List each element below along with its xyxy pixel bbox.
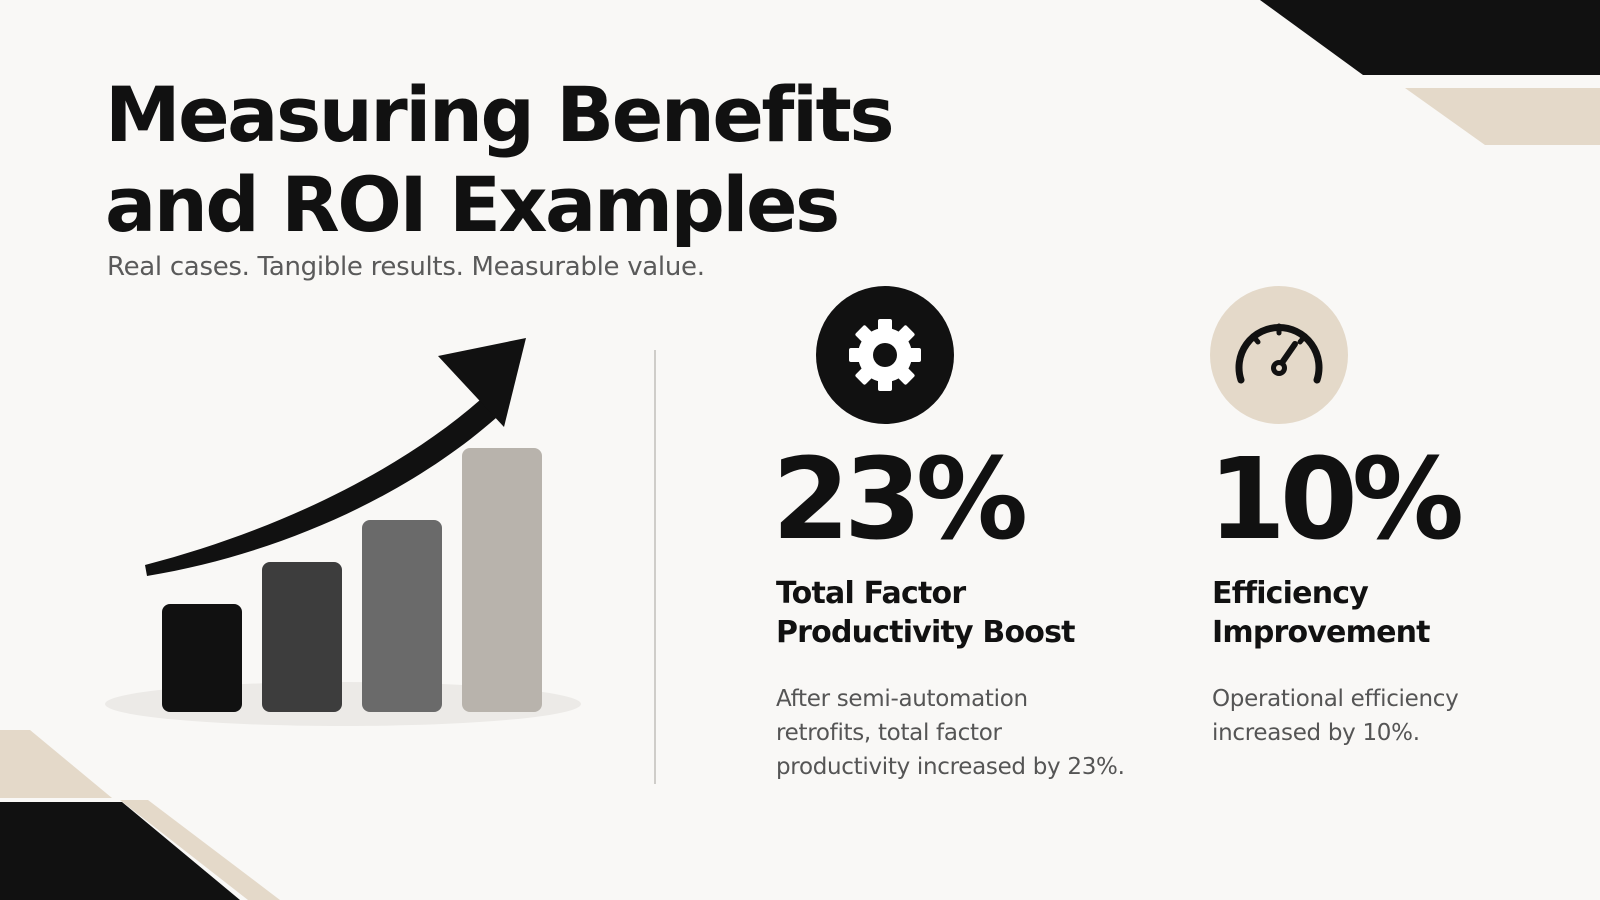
stat-label-efficiency: Efficiency Improvement	[1212, 574, 1458, 652]
page-title: Measuring Benefits and ROI Examples	[105, 70, 895, 250]
growth-arrow-icon	[145, 400, 496, 576]
corner-decoration-top-right	[1260, 0, 1600, 145]
growth-arrow-head	[438, 338, 526, 427]
growth-bar-1	[162, 604, 242, 712]
speedometer-icon	[1210, 286, 1348, 424]
stat-value-efficiency: 10%	[1208, 435, 1464, 565]
stat-label-line-2: Productivity Boost	[776, 615, 1076, 650]
stat-label-line-1: Efficiency	[1212, 576, 1369, 611]
growth-chart-illustration	[105, 338, 581, 726]
stat-description-efficiency: Operational efficiency increased by 10%.	[1212, 682, 1459, 750]
stat-desc-line-1: Operational efficiency	[1212, 686, 1459, 712]
stat-description-productivity: After semi-automation retrofits, total f…	[776, 682, 1125, 784]
title-line-1: Measuring Benefits	[105, 70, 895, 159]
page-subtitle: Real cases. Tangible results. Measurable…	[107, 252, 705, 282]
stat-desc-line-2: retrofits, total factor	[776, 720, 1002, 746]
stat-desc-line-3: productivity increased by 23%.	[776, 754, 1125, 780]
stat-label-line-2: Improvement	[1212, 615, 1431, 650]
stat-desc-line-2: increased by 10%.	[1212, 720, 1420, 746]
stat-label-productivity: Total Factor Productivity Boost	[776, 574, 1125, 652]
stat-card-productivity: 23% Total Factor Productivity Boost Afte…	[772, 286, 1125, 784]
stat-desc-line-1: After semi-automation	[776, 686, 1028, 712]
title-line-2: and ROI Examples	[105, 160, 840, 249]
stat-card-efficiency: 10% Efficiency Improvement Operational e…	[1208, 286, 1464, 750]
vertical-divider	[654, 350, 656, 784]
growth-bar-2	[262, 562, 342, 712]
corner-decoration-bottom-left	[0, 730, 280, 900]
growth-bar-3	[362, 520, 442, 712]
growth-bar-4	[462, 448, 542, 712]
stat-label-line-1: Total Factor	[776, 576, 966, 611]
stat-value-productivity: 23%	[772, 435, 1028, 565]
gear-icon	[816, 286, 954, 424]
